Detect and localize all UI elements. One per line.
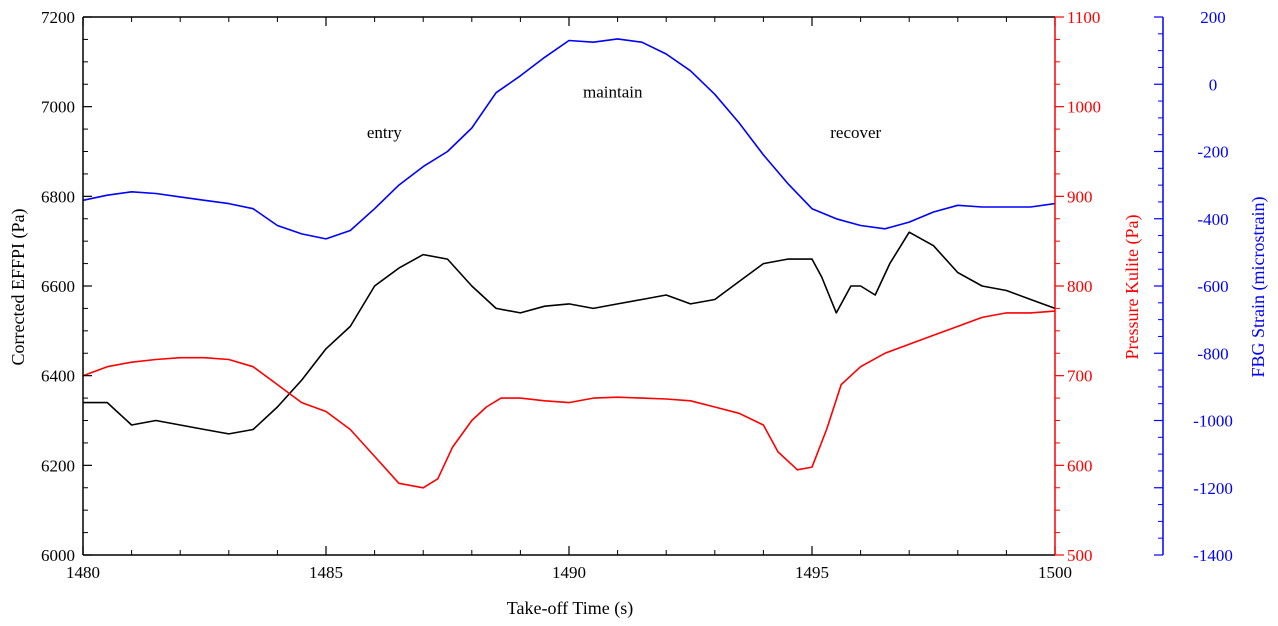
x-tick-label: 1480	[66, 563, 100, 582]
far-tick-label: -400	[1197, 210, 1228, 229]
right-tick-label: 1000	[1067, 98, 1101, 117]
far-tick-label: -200	[1197, 143, 1228, 162]
left-tick-label: 6400	[41, 367, 75, 386]
axes-layer: 1480 1485 1490 1495 150060006200640066006800…	[41, 8, 1233, 582]
right-tick-label: 1100	[1067, 8, 1100, 27]
series-line-left	[83, 231, 1056, 435]
x-axis-label: Take-off Time (s)	[507, 598, 633, 619]
right-tick-label: 700	[1067, 367, 1093, 386]
far-tick-label: -1000	[1193, 412, 1233, 431]
left-tick-label: 6200	[41, 456, 75, 475]
left-tick-label: 6800	[41, 187, 75, 206]
right-axis-label: Pressure Kulite (Pa)	[1122, 215, 1143, 360]
annotation-layer: entry maintain recover	[367, 83, 882, 142]
far-tick-label: 200	[1200, 8, 1226, 27]
plot-area	[83, 16, 1055, 556]
right-tick-label: 800	[1067, 277, 1093, 296]
left-tick-label: 6000	[41, 546, 75, 565]
far-tick-label: -1200	[1193, 479, 1233, 498]
far-tick-label: -800	[1197, 344, 1228, 363]
annotation-recover: recover	[830, 123, 881, 142]
far-tick-label: 0	[1209, 75, 1218, 94]
series-line-right	[82, 310, 1056, 489]
left-tick-label: 7000	[41, 98, 75, 117]
right-tick-label: 500	[1067, 546, 1093, 565]
right-tick-label: 600	[1067, 456, 1093, 475]
annotation-entry: entry	[367, 123, 402, 142]
right-tick-label: 900	[1067, 187, 1093, 206]
series-line-far	[82, 38, 1056, 240]
x-tick-label: 1495	[795, 563, 829, 582]
left-tick-label: 7200	[41, 8, 75, 27]
annotation-maintain: maintain	[583, 83, 643, 102]
x-tick-label: 1490	[552, 563, 586, 582]
left-tick-label: 6600	[41, 277, 75, 296]
far-tick-label: -1400	[1193, 546, 1233, 565]
x-tick-label: 1500	[1038, 563, 1072, 582]
far-axis-label: FBG Strain (microstrain)	[1248, 197, 1269, 378]
left-axis-label: Corrected EFFPI (Pa)	[8, 209, 29, 366]
series-layer	[82, 38, 1056, 489]
far-tick-label: -600	[1197, 277, 1228, 296]
x-tick-label: 1485	[309, 563, 343, 582]
